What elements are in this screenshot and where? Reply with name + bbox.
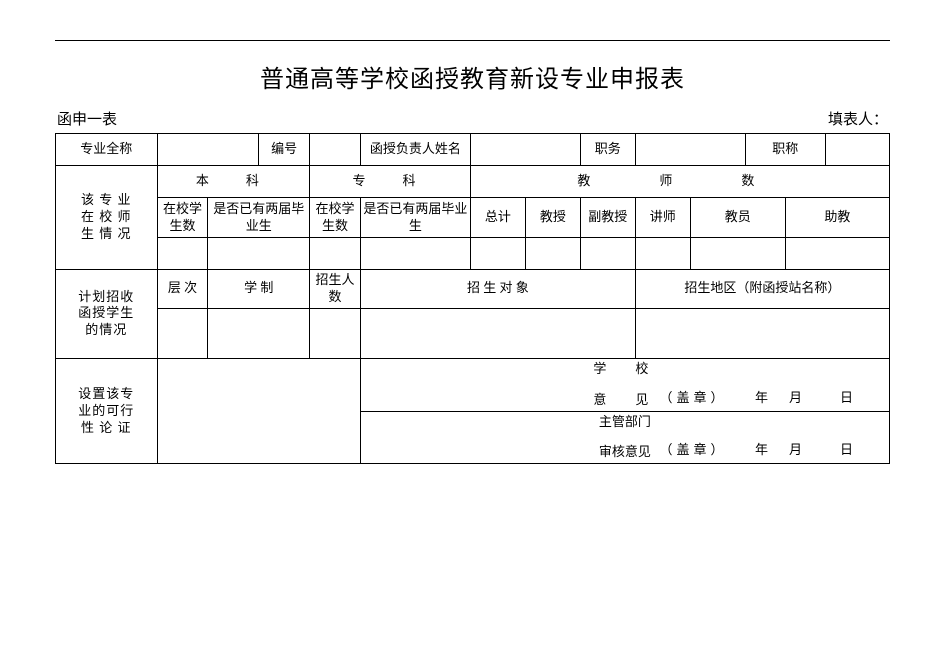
label-major-name: 专业全称 bbox=[56, 134, 158, 166]
label-system: 学 制 bbox=[208, 270, 310, 309]
field-students-zhuanke[interactable] bbox=[310, 238, 361, 270]
form-code-label: 函申一表 bbox=[57, 108, 117, 129]
label-assistant: 助教 bbox=[785, 198, 889, 238]
dept-opinion-line1: 主管部门 bbox=[363, 414, 887, 431]
dept-seal-date: （盖章） 年 月 日 bbox=[659, 442, 857, 459]
field-enroll-target[interactable] bbox=[360, 308, 635, 358]
label-enroll-target: 招 生 对 象 bbox=[360, 270, 635, 309]
school-opinion-line1: 学 校 bbox=[363, 361, 887, 378]
field-enroll-count[interactable] bbox=[310, 308, 361, 358]
label-lecturer: 讲师 bbox=[635, 198, 690, 238]
label-zhuanke: 专 科 bbox=[310, 166, 471, 198]
field-principal[interactable] bbox=[470, 134, 580, 166]
label-benke: 本 科 bbox=[157, 166, 309, 198]
field-teacher[interactable] bbox=[690, 238, 785, 270]
label-code: 编号 bbox=[259, 134, 310, 166]
field-assistant[interactable] bbox=[785, 238, 889, 270]
field-grad-benke[interactable] bbox=[208, 238, 310, 270]
label-students-zhuanke: 在校学生数 bbox=[310, 198, 361, 238]
school-seal-date: （盖章） 年 月 日 bbox=[659, 390, 857, 407]
label-position: 职务 bbox=[580, 134, 635, 166]
label-teacher-count: 教 师 数 bbox=[470, 166, 889, 198]
filler-label: 填表人： bbox=[828, 108, 888, 129]
label-feasibility: 设置该专 业的可行 性 论 证 bbox=[56, 358, 158, 464]
field-system[interactable] bbox=[208, 308, 310, 358]
label-students-benke: 在校学生数 bbox=[157, 198, 208, 238]
field-total[interactable] bbox=[470, 238, 525, 270]
label-professor: 教授 bbox=[525, 198, 580, 238]
label-on-campus-situation: 该 专 业 在 校 师 生 情 况 bbox=[56, 166, 158, 270]
field-title[interactable] bbox=[825, 134, 889, 166]
field-enroll-region[interactable] bbox=[635, 308, 889, 358]
dept-opinion-cell[interactable]: 主管部门 审核意见 （盖章） 年 月 日 bbox=[360, 411, 889, 464]
label-enroll-count: 招生人数 bbox=[310, 270, 361, 309]
label-enroll-region: 招生地区（附函授站名称） bbox=[635, 270, 889, 309]
subtitle-row: 函申一表 填表人： bbox=[55, 108, 890, 129]
field-students-benke[interactable] bbox=[157, 238, 208, 270]
label-title: 职称 bbox=[745, 134, 825, 166]
school-opinion-cell[interactable]: 学 校 意 见 （盖章） 年 月 日 bbox=[360, 358, 889, 411]
label-principal: 函授负责人姓名 bbox=[360, 134, 470, 166]
field-major-name[interactable] bbox=[157, 134, 259, 166]
form-title: 普通高等学校函授教育新设专业申报表 bbox=[55, 59, 890, 94]
label-teacher: 教员 bbox=[690, 198, 785, 238]
label-grad-zhuanke: 是否已有两届毕业生 bbox=[360, 198, 470, 238]
field-lecturer[interactable] bbox=[635, 238, 690, 270]
label-assoc-professor: 副教授 bbox=[580, 198, 635, 238]
application-form-table: 专业全称 编号 函授负责人姓名 职务 职称 该 专 业 在 校 师 生 情 况 … bbox=[55, 133, 890, 464]
field-professor[interactable] bbox=[525, 238, 580, 270]
label-enrollment-plan: 计划招收 函授学生 的情况 bbox=[56, 270, 158, 359]
field-grad-zhuanke[interactable] bbox=[360, 238, 470, 270]
field-feasibility[interactable] bbox=[157, 358, 360, 464]
field-position[interactable] bbox=[635, 134, 745, 166]
field-assoc-professor[interactable] bbox=[580, 238, 635, 270]
label-grad-benke: 是否已有两届毕业生 bbox=[208, 198, 310, 238]
top-horizontal-rule bbox=[55, 40, 890, 41]
label-total: 总计 bbox=[470, 198, 525, 238]
field-level[interactable] bbox=[157, 308, 208, 358]
field-code[interactable] bbox=[310, 134, 361, 166]
label-level: 层 次 bbox=[157, 270, 208, 309]
